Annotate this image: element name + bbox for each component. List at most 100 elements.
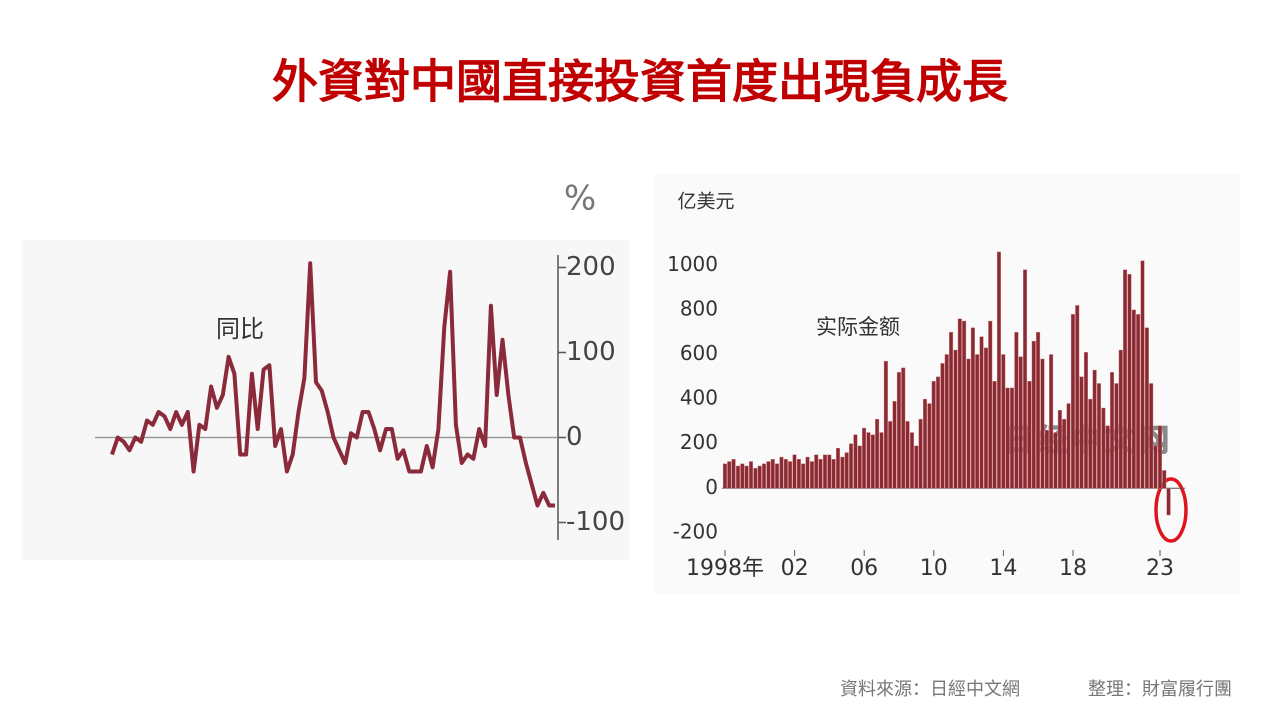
y-tick-label: 400	[680, 386, 718, 410]
bar	[992, 381, 997, 489]
bar	[923, 398, 928, 489]
bar	[744, 465, 749, 489]
bar	[1088, 398, 1093, 489]
bar	[775, 463, 780, 489]
bar	[936, 376, 941, 489]
bar	[979, 336, 984, 489]
bar	[731, 459, 736, 489]
highlight-ellipse	[1154, 477, 1188, 543]
bar	[949, 331, 954, 489]
line-series	[110, 261, 555, 508]
bar	[944, 354, 949, 489]
bar	[757, 465, 762, 489]
x-tick-label: 18	[1059, 556, 1087, 581]
bar	[796, 459, 801, 489]
bar	[1014, 331, 1019, 489]
x-tick-label: 02	[781, 556, 809, 581]
bar	[862, 427, 867, 489]
bar	[918, 418, 923, 489]
bar	[844, 452, 849, 489]
bar	[1149, 383, 1154, 489]
bar	[735, 465, 740, 489]
bar	[931, 381, 936, 489]
bar	[822, 454, 827, 489]
bar	[740, 463, 745, 489]
bar	[1066, 403, 1071, 489]
bar	[814, 454, 819, 489]
bar	[753, 467, 758, 489]
bar	[779, 456, 784, 489]
x-tick-label: 06	[850, 556, 878, 581]
bar	[1070, 314, 1075, 489]
bar	[727, 461, 732, 489]
bar	[975, 354, 980, 489]
bar	[809, 461, 814, 489]
bar	[722, 463, 727, 489]
bar	[827, 454, 832, 489]
bar	[892, 401, 897, 489]
y-tick-label: 1000	[667, 252, 718, 276]
bar	[1140, 260, 1145, 489]
bar	[1114, 383, 1119, 489]
bar	[1023, 269, 1028, 489]
bar	[1153, 445, 1158, 489]
bar	[1057, 410, 1062, 489]
bar	[805, 456, 810, 489]
bar	[1105, 425, 1110, 489]
bar	[1079, 376, 1084, 489]
bar	[788, 461, 793, 489]
source: 資料來源：日經中文網	[840, 679, 1020, 700]
y-tick-label: 200	[680, 430, 718, 454]
bar	[749, 461, 754, 489]
bar	[875, 418, 880, 489]
y-tick-label: -100	[566, 507, 625, 537]
bar	[1040, 358, 1045, 489]
bar	[988, 320, 993, 489]
bar	[866, 432, 871, 489]
bar	[783, 459, 788, 489]
bar	[1083, 352, 1088, 489]
bar	[1166, 488, 1171, 516]
bar	[953, 349, 958, 489]
y-tick-label: 800	[680, 296, 718, 320]
bar	[879, 432, 884, 489]
bar	[957, 318, 962, 489]
bar	[996, 251, 1001, 489]
y-tick-label: 600	[680, 341, 718, 365]
bar	[1036, 331, 1041, 489]
bar	[836, 447, 841, 489]
bar	[914, 445, 919, 489]
annotation: 同比	[216, 315, 264, 343]
bar	[888, 421, 893, 489]
bar	[1005, 387, 1010, 489]
bar	[983, 347, 988, 489]
bar	[1127, 274, 1132, 489]
bar	[940, 363, 945, 489]
bar	[840, 456, 845, 489]
bar	[1053, 432, 1058, 489]
bar	[870, 434, 875, 489]
bar	[831, 459, 836, 489]
unit-label: 亿美元	[677, 191, 734, 213]
bar	[1062, 418, 1067, 489]
bar	[1001, 354, 1006, 489]
bar	[1136, 314, 1141, 489]
bar	[1101, 407, 1106, 489]
bar	[1096, 383, 1101, 489]
bar	[927, 403, 932, 489]
bar	[818, 459, 823, 489]
y-tick-label: -200	[673, 519, 718, 543]
bar	[901, 367, 906, 489]
bar	[849, 443, 854, 489]
bar	[970, 327, 975, 489]
slide-title: 外資對中國直接投資首度出現負成長	[272, 55, 1009, 109]
credit: 整理：財富履行團	[1088, 679, 1232, 700]
x-tick-label: 10	[920, 556, 948, 581]
bar	[1144, 327, 1149, 489]
bar	[1075, 305, 1080, 489]
bar	[1131, 309, 1136, 489]
y-tick-label: 200	[566, 252, 616, 282]
x-tick-label: 1998年	[686, 556, 764, 581]
bar	[883, 360, 888, 489]
bar	[1157, 425, 1162, 489]
